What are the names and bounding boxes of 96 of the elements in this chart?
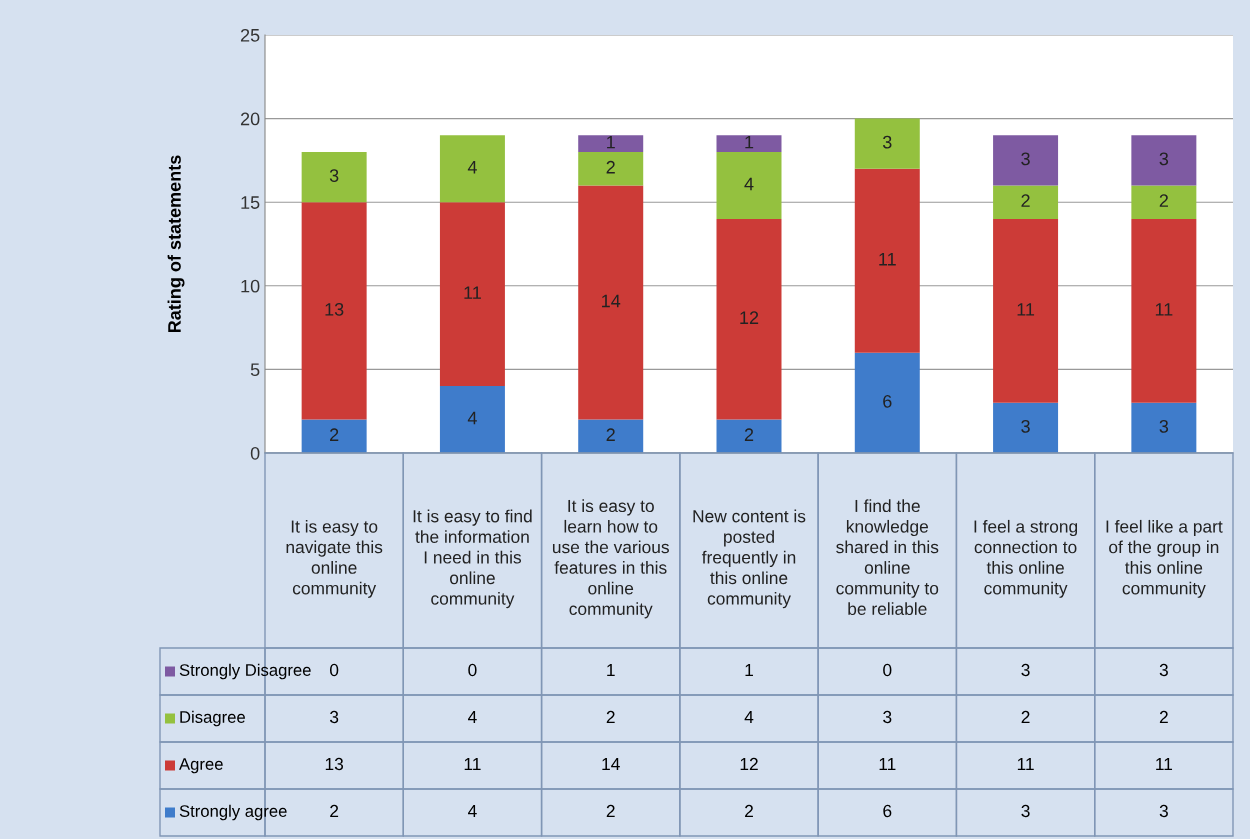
bar xyxy=(716,135,782,153)
bar xyxy=(993,218,1059,403)
data-label: 1 xyxy=(745,135,754,149)
y-tick-label: 0 xyxy=(250,446,260,460)
text: 13 xyxy=(325,757,344,771)
bar xyxy=(993,402,1059,453)
data-label: 11 xyxy=(464,286,481,299)
text: 3 xyxy=(1021,804,1030,818)
bar xyxy=(1131,402,1197,453)
y-tick-label: 5 xyxy=(250,363,260,377)
data-label: 11 xyxy=(1155,303,1173,316)
text: 2 xyxy=(1021,710,1030,723)
data-label: 1 xyxy=(607,135,615,149)
data-label: 2 xyxy=(606,428,615,441)
data-label: 4 xyxy=(467,411,477,425)
legend-label: Agree xyxy=(179,758,223,774)
bar xyxy=(578,135,644,153)
x-tick-label: I find the knowledge shared in this online community to be reliable xyxy=(836,499,939,616)
data-label: 2 xyxy=(330,428,339,441)
text: 11 xyxy=(1156,758,1173,770)
text: 2 xyxy=(606,804,615,817)
y-tick-label: 10 xyxy=(241,279,260,293)
y-tick-label: 25 xyxy=(240,28,260,42)
text: 2 xyxy=(1159,710,1168,723)
bar xyxy=(993,185,1059,219)
data-label: 4 xyxy=(744,177,754,191)
bar xyxy=(439,202,505,387)
data-label: 2 xyxy=(1021,194,1030,207)
text: 0 xyxy=(883,663,892,677)
bar xyxy=(439,135,505,203)
bar xyxy=(578,152,644,186)
x-tick-label: It is easy to find the information I need in this online community xyxy=(413,509,532,609)
data-label: 2 xyxy=(744,428,754,441)
text: 11 xyxy=(879,758,896,770)
text: 0 xyxy=(329,663,339,677)
data-label: 3 xyxy=(882,135,892,149)
bar xyxy=(1131,185,1197,219)
x-tick-label: It is easy to learn how to use the various features in this online community xyxy=(552,499,669,619)
legend-label: Strongly Disagree xyxy=(179,663,311,680)
text: 3 xyxy=(329,710,339,724)
text: 2 xyxy=(330,804,339,817)
data-label: 3 xyxy=(329,169,339,182)
x-tick-label: It is easy to navigate this online community xyxy=(286,519,383,598)
data-label: 3 xyxy=(1159,152,1169,166)
x-tick-label: I feel like a part of the group in this online community xyxy=(1106,519,1223,598)
bar xyxy=(854,352,920,453)
text: 14 xyxy=(602,758,620,770)
text: 3 xyxy=(1021,663,1030,677)
y-tick-label: 15 xyxy=(241,196,260,209)
text: 0 xyxy=(468,663,477,677)
legend-label: Strongly agree xyxy=(179,804,287,821)
bar xyxy=(301,419,367,453)
data-label: 11 xyxy=(879,252,896,266)
bar xyxy=(716,152,782,219)
bar xyxy=(854,118,920,169)
text: 11 xyxy=(1017,758,1034,770)
bar xyxy=(439,386,505,453)
text: 1 xyxy=(745,664,753,676)
text: 3 xyxy=(1159,804,1168,818)
y-tick-label: 20 xyxy=(240,112,260,126)
bar xyxy=(578,185,644,420)
text: 6 xyxy=(883,804,892,818)
data-label: 3 xyxy=(1021,419,1030,433)
legend-label: Disagree xyxy=(180,710,245,727)
text: 1 xyxy=(607,664,615,676)
y-axis-title: Rating of statements xyxy=(167,155,185,333)
text: 3 xyxy=(1159,663,1168,677)
bar xyxy=(716,419,782,453)
text: 3 xyxy=(883,710,892,724)
data-label: 4 xyxy=(467,161,477,174)
bar xyxy=(1131,135,1197,186)
data-label: 11 xyxy=(1017,303,1035,316)
data-label: 14 xyxy=(602,294,621,308)
bar xyxy=(716,218,782,420)
data-label: 2 xyxy=(1159,194,1168,207)
bar xyxy=(578,419,644,453)
data-label: 13 xyxy=(325,302,344,316)
data-label: 6 xyxy=(883,394,892,408)
data-label: 3 xyxy=(1021,152,1030,166)
text: 4 xyxy=(468,805,477,817)
text: 12 xyxy=(740,757,758,770)
text: 4 xyxy=(468,711,477,723)
bar xyxy=(854,168,920,353)
bar xyxy=(1131,218,1197,403)
bar xyxy=(301,152,367,203)
bar xyxy=(301,202,367,420)
x-tick-label: I feel a strong connection to this online community xyxy=(974,519,1078,598)
text: 4 xyxy=(744,711,754,723)
data-label: 3 xyxy=(1159,419,1169,433)
text: 11 xyxy=(464,758,481,770)
bar xyxy=(993,135,1059,186)
data-label: 12 xyxy=(740,311,759,324)
x-tick-label: New content is posted frequently in this online community xyxy=(693,509,806,609)
data-label: 2 xyxy=(606,160,615,174)
text: 2 xyxy=(745,804,753,817)
text: 2 xyxy=(606,710,615,723)
